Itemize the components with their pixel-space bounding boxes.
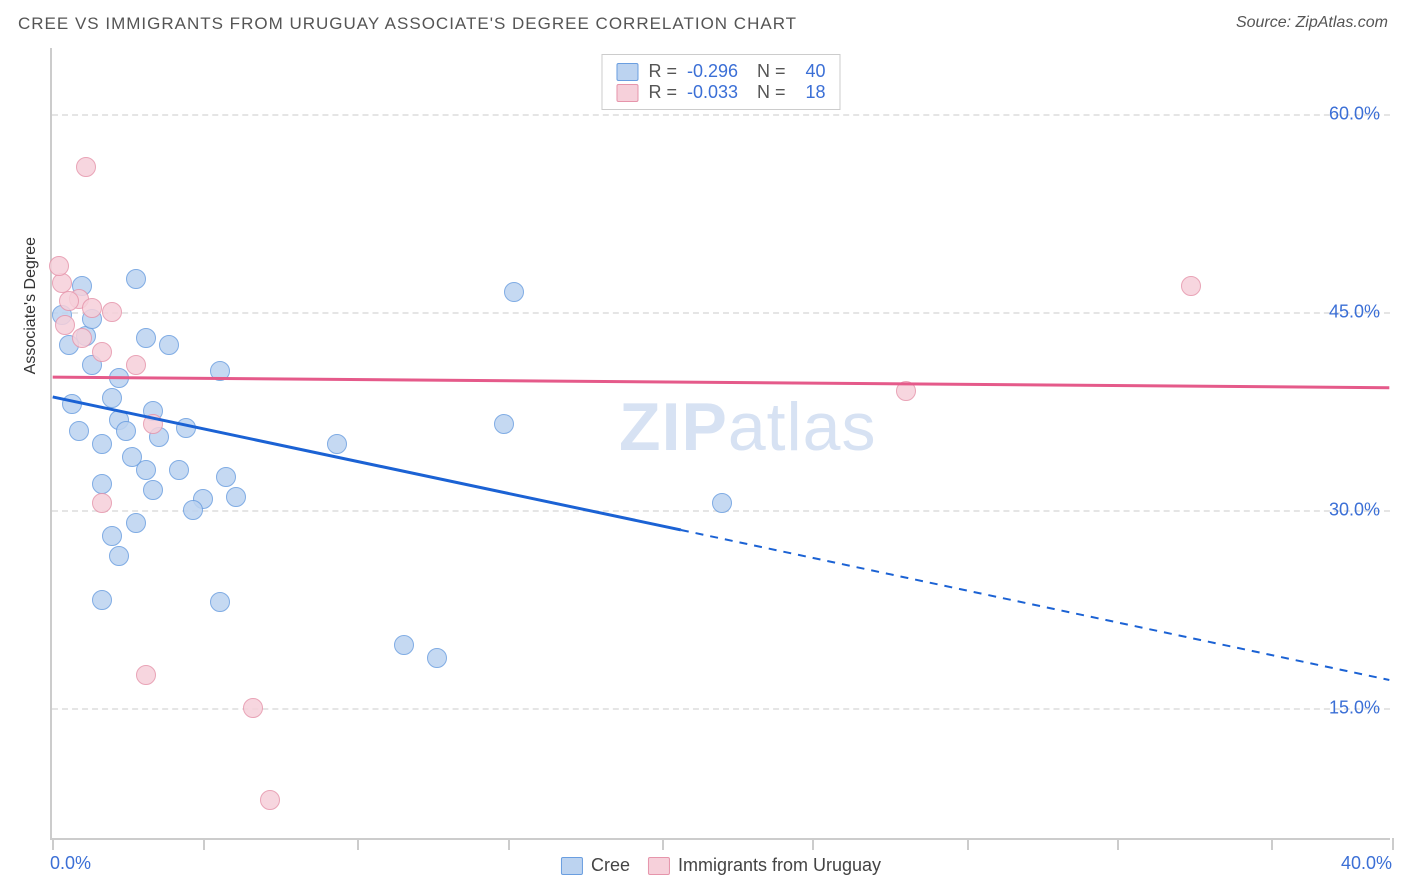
data-point bbox=[62, 394, 82, 414]
data-point bbox=[226, 487, 246, 507]
swatch-icon bbox=[648, 857, 670, 875]
chart-title: CREE VS IMMIGRANTS FROM URUGUAY ASSOCIAT… bbox=[18, 14, 797, 34]
data-point bbox=[216, 467, 236, 487]
data-point bbox=[126, 355, 146, 375]
data-point bbox=[69, 421, 89, 441]
data-point bbox=[712, 493, 732, 513]
series-legend: Cree Immigrants from Uruguay bbox=[561, 855, 881, 876]
data-point bbox=[494, 414, 514, 434]
data-point bbox=[72, 328, 92, 348]
data-point bbox=[52, 273, 72, 293]
data-point bbox=[183, 500, 203, 520]
data-point bbox=[126, 269, 146, 289]
data-point bbox=[109, 368, 129, 388]
data-point bbox=[92, 474, 112, 494]
data-point bbox=[169, 460, 189, 480]
data-point bbox=[427, 648, 447, 668]
data-point bbox=[327, 434, 347, 454]
x-axis-max-label: 40.0% bbox=[1341, 853, 1392, 874]
data-point bbox=[143, 414, 163, 434]
x-axis-min-label: 0.0% bbox=[50, 853, 91, 874]
data-point bbox=[136, 328, 156, 348]
data-point bbox=[159, 335, 179, 355]
data-point bbox=[143, 480, 163, 500]
y-axis-label: 15.0% bbox=[1329, 698, 1380, 719]
data-point bbox=[896, 381, 916, 401]
data-point bbox=[102, 388, 122, 408]
data-point bbox=[92, 493, 112, 513]
data-point bbox=[243, 698, 263, 718]
data-point bbox=[210, 361, 230, 381]
correlation-legend: R = -0.296 N = 40 R = -0.033 N = 18 bbox=[601, 54, 840, 110]
legend-item: Immigrants from Uruguay bbox=[648, 855, 881, 876]
data-point bbox=[1181, 276, 1201, 296]
y-axis-label: 45.0% bbox=[1329, 302, 1380, 323]
data-point bbox=[76, 157, 96, 177]
data-point bbox=[102, 526, 122, 546]
data-point bbox=[82, 298, 102, 318]
legend-row: R = -0.296 N = 40 bbox=[616, 61, 825, 82]
swatch-icon bbox=[616, 63, 638, 81]
data-point bbox=[92, 434, 112, 454]
source-attribution: Source: ZipAtlas.com bbox=[1236, 14, 1388, 32]
y-axis-label: 60.0% bbox=[1329, 104, 1380, 125]
data-point bbox=[126, 513, 146, 533]
y-axis-title: Associate's Degree bbox=[22, 237, 40, 374]
data-point bbox=[55, 315, 75, 335]
data-point bbox=[92, 342, 112, 362]
scatter-plot: Associate's Degree ZIPatlas R = -0.296 N… bbox=[50, 48, 1390, 840]
data-point bbox=[116, 421, 136, 441]
watermark: ZIPatlas bbox=[619, 388, 876, 466]
legend-item: Cree bbox=[561, 855, 630, 876]
swatch-icon bbox=[561, 857, 583, 875]
data-point bbox=[136, 665, 156, 685]
data-point bbox=[504, 282, 524, 302]
swatch-icon bbox=[616, 84, 638, 102]
data-point bbox=[122, 447, 142, 467]
data-point bbox=[210, 592, 230, 612]
data-point bbox=[260, 790, 280, 810]
data-point bbox=[92, 590, 112, 610]
data-point bbox=[59, 291, 79, 311]
data-point bbox=[102, 302, 122, 322]
data-point bbox=[176, 418, 196, 438]
data-point bbox=[109, 546, 129, 566]
data-point bbox=[49, 256, 69, 276]
y-axis-label: 30.0% bbox=[1329, 500, 1380, 521]
data-point bbox=[394, 635, 414, 655]
legend-row: R = -0.033 N = 18 bbox=[616, 82, 825, 103]
